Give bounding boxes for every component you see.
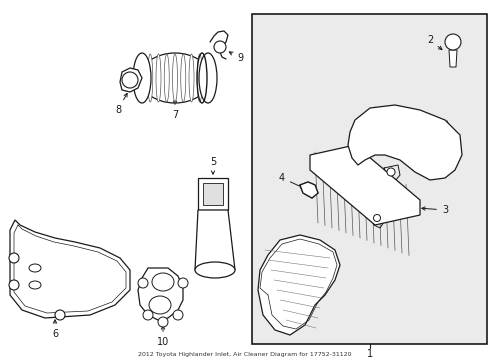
Circle shape bbox=[9, 253, 19, 263]
Circle shape bbox=[142, 310, 153, 320]
Circle shape bbox=[444, 34, 460, 50]
Circle shape bbox=[9, 280, 19, 290]
Ellipse shape bbox=[195, 262, 235, 278]
Polygon shape bbox=[309, 145, 419, 225]
Circle shape bbox=[178, 278, 187, 288]
Ellipse shape bbox=[199, 53, 217, 103]
Circle shape bbox=[373, 215, 380, 221]
Text: 4: 4 bbox=[278, 173, 304, 189]
Circle shape bbox=[138, 278, 148, 288]
Circle shape bbox=[173, 310, 183, 320]
Ellipse shape bbox=[140, 53, 209, 103]
Ellipse shape bbox=[152, 273, 174, 291]
Polygon shape bbox=[138, 268, 183, 320]
Text: 3: 3 bbox=[421, 205, 447, 215]
Ellipse shape bbox=[156, 54, 161, 102]
Polygon shape bbox=[299, 182, 317, 198]
Text: 2012 Toyota Highlander Inlet, Air Cleaner Diagram for 17752-31120: 2012 Toyota Highlander Inlet, Air Cleane… bbox=[138, 352, 350, 357]
Polygon shape bbox=[195, 210, 235, 270]
Text: 9: 9 bbox=[229, 52, 243, 63]
Ellipse shape bbox=[139, 54, 144, 102]
Circle shape bbox=[386, 168, 394, 176]
Text: 10: 10 bbox=[157, 326, 169, 347]
Ellipse shape bbox=[205, 54, 210, 102]
Text: 5: 5 bbox=[209, 157, 216, 174]
Circle shape bbox=[214, 41, 225, 53]
Ellipse shape bbox=[147, 54, 152, 102]
Polygon shape bbox=[10, 220, 130, 318]
Polygon shape bbox=[448, 50, 456, 67]
Ellipse shape bbox=[133, 53, 151, 103]
Ellipse shape bbox=[164, 54, 169, 102]
Ellipse shape bbox=[29, 264, 41, 272]
Polygon shape bbox=[258, 235, 339, 335]
Ellipse shape bbox=[29, 281, 41, 289]
Ellipse shape bbox=[149, 296, 171, 314]
Text: 1: 1 bbox=[366, 349, 372, 359]
Polygon shape bbox=[120, 68, 142, 92]
Circle shape bbox=[122, 72, 138, 88]
Polygon shape bbox=[347, 105, 461, 180]
Polygon shape bbox=[203, 183, 223, 205]
Polygon shape bbox=[198, 178, 227, 210]
Circle shape bbox=[158, 317, 168, 327]
Ellipse shape bbox=[189, 54, 194, 102]
Text: 6: 6 bbox=[52, 320, 58, 339]
Text: 7: 7 bbox=[171, 99, 178, 120]
Text: 8: 8 bbox=[115, 93, 127, 115]
Ellipse shape bbox=[197, 54, 202, 102]
Circle shape bbox=[55, 310, 65, 320]
Ellipse shape bbox=[181, 54, 185, 102]
Text: 2: 2 bbox=[426, 35, 441, 50]
Ellipse shape bbox=[172, 54, 177, 102]
Bar bbox=[251, 14, 486, 344]
